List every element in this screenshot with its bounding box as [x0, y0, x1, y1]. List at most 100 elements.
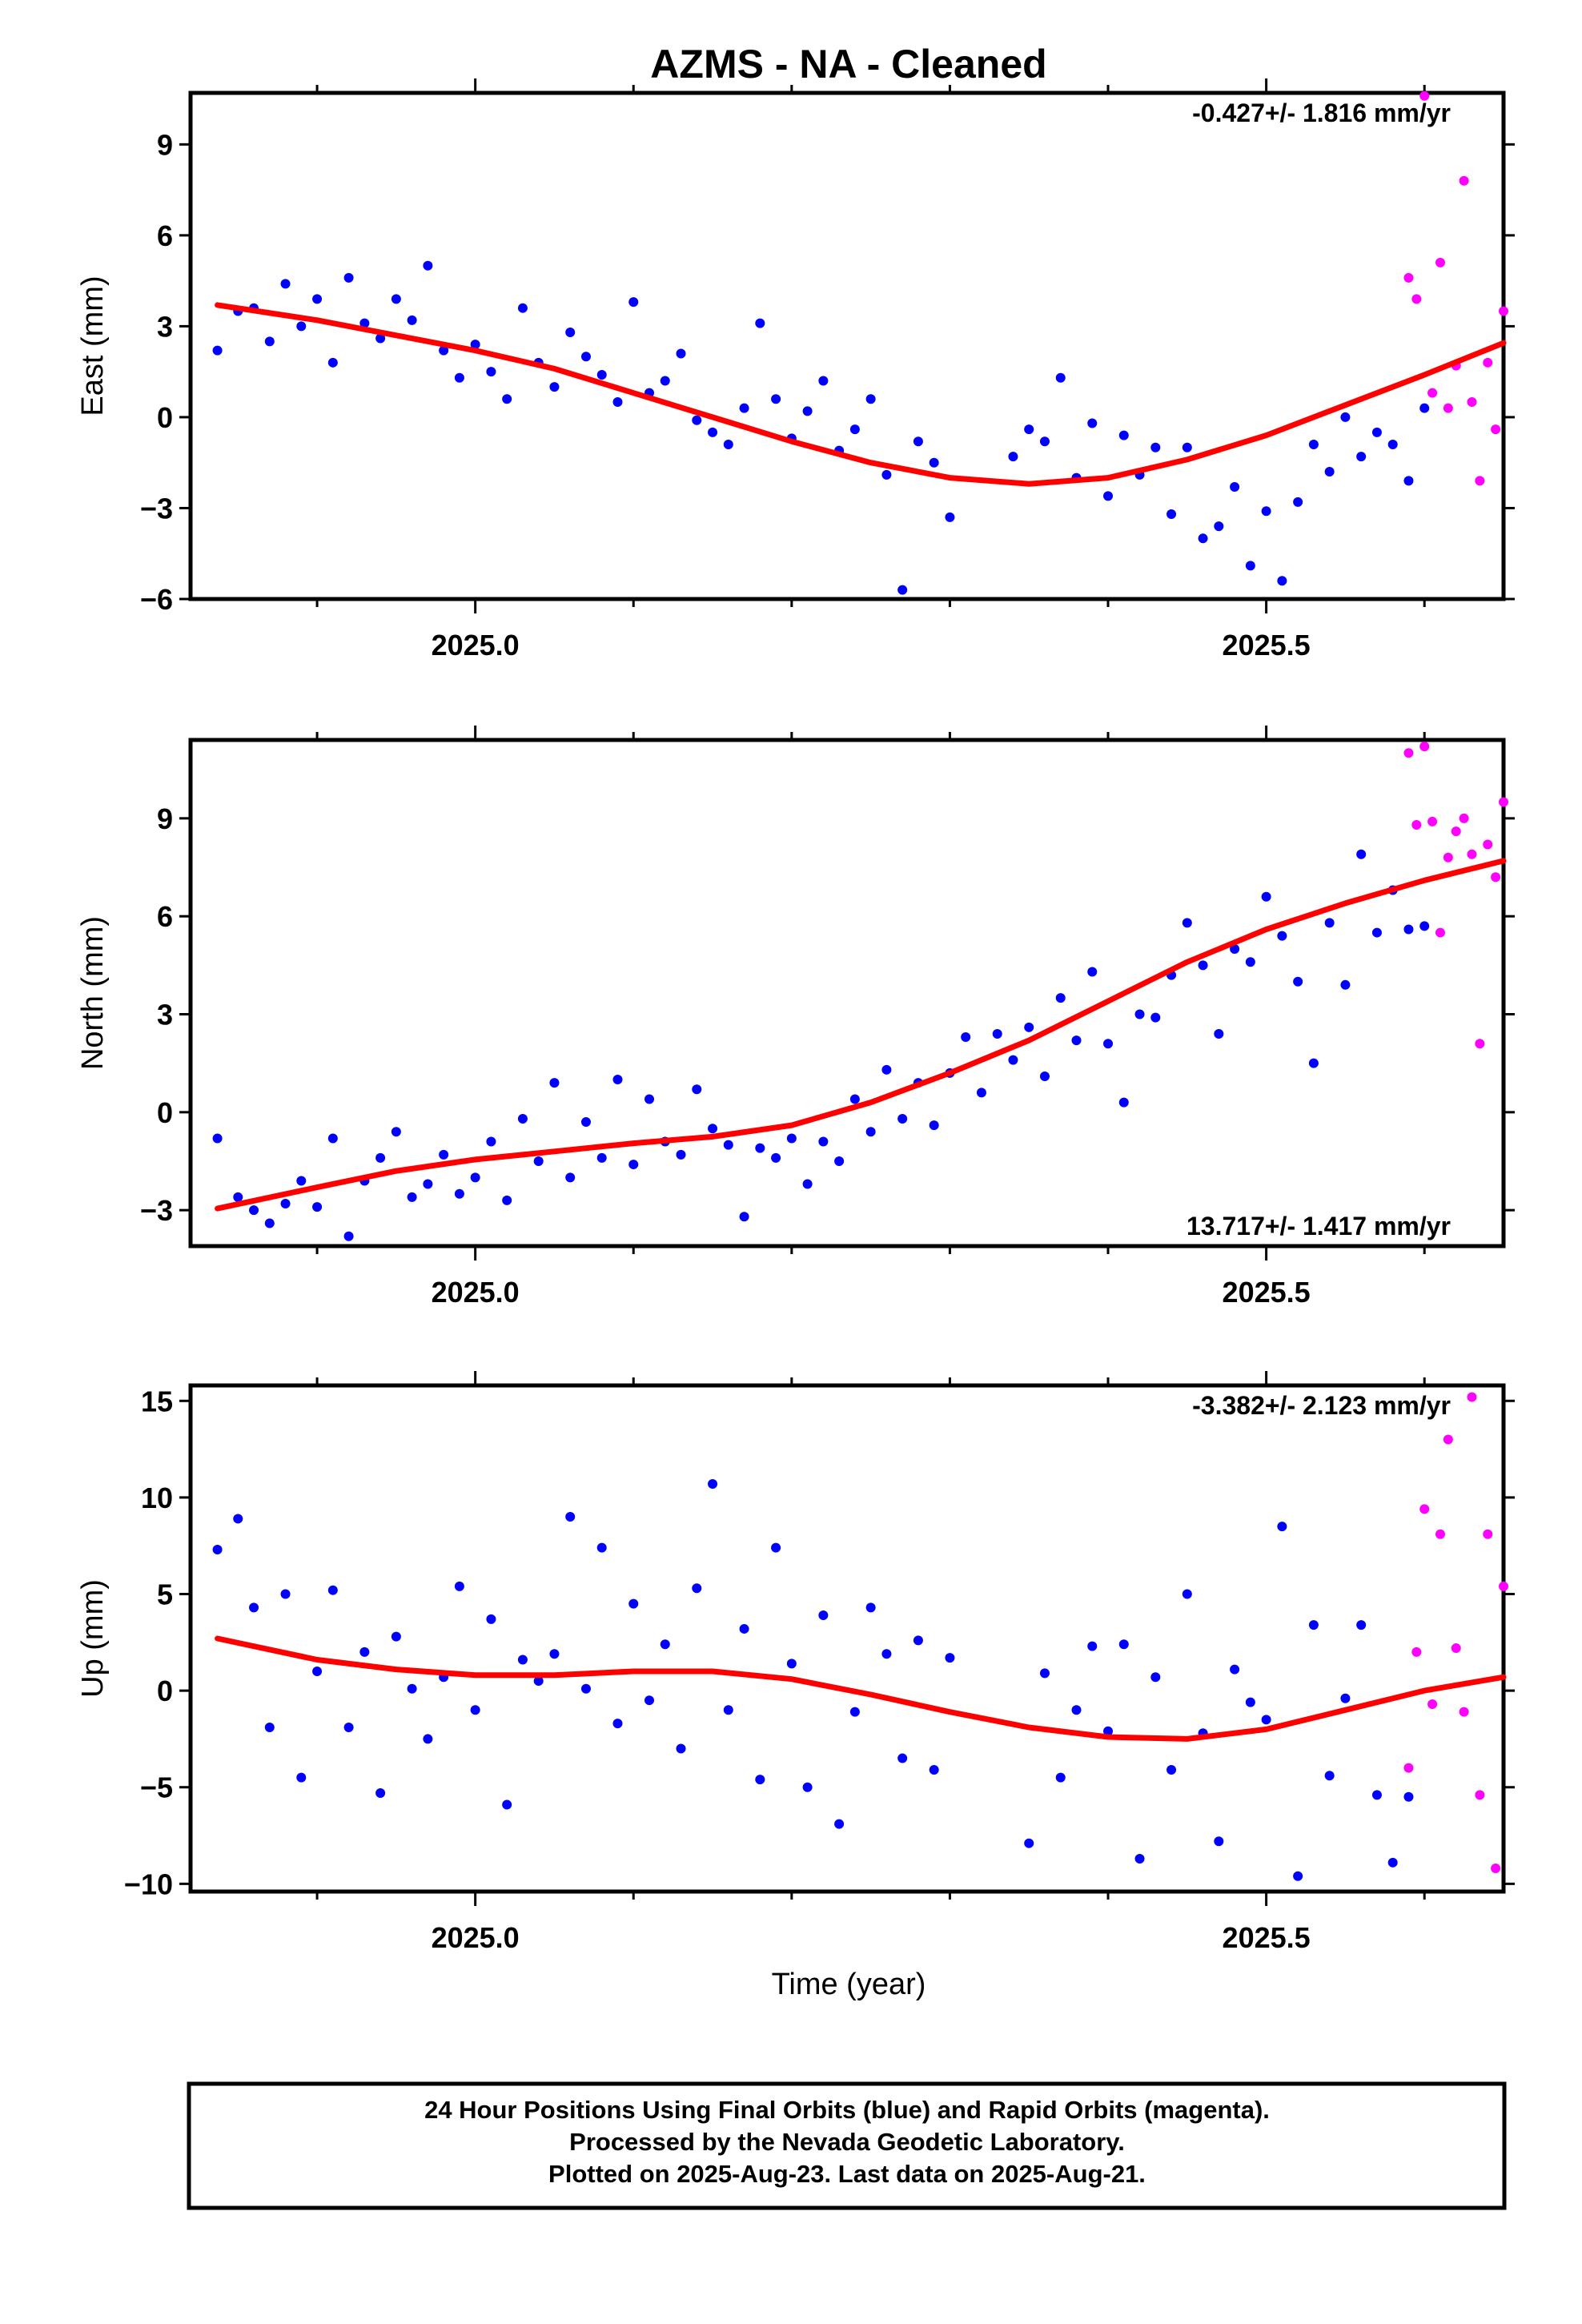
north-final-point — [1340, 979, 1351, 990]
up-y-tick-label: 0 — [157, 1675, 173, 1707]
east-rapid-point — [1419, 90, 1430, 101]
up-final-point — [1308, 1620, 1319, 1630]
north-final-point — [692, 1084, 702, 1095]
up-final-point — [1103, 1726, 1114, 1736]
north-y-tick-label: −3 — [140, 1194, 173, 1227]
up-final-point — [423, 1734, 433, 1744]
east-final-point — [407, 315, 417, 325]
east-final-point — [1150, 442, 1161, 452]
up-final-point — [692, 1583, 702, 1594]
up-final-point — [296, 1772, 307, 1783]
east-final-point — [1214, 521, 1224, 532]
east-final-point — [739, 403, 749, 413]
up-final-point — [739, 1623, 749, 1634]
east-rapid-point — [1475, 476, 1485, 486]
up-rapid-point — [1435, 1529, 1445, 1539]
north-final-point — [1118, 1097, 1129, 1108]
north-final-point — [865, 1127, 876, 1137]
up-rapid-point — [1467, 1392, 1477, 1402]
up-final-point — [1230, 1664, 1240, 1675]
east-y-tick-label: 3 — [157, 310, 173, 343]
north-final-point — [1356, 849, 1367, 859]
east-final-point — [359, 318, 370, 328]
up-y-axis-label: Up (mm) — [76, 1579, 110, 1698]
up-final-point — [549, 1649, 560, 1659]
up-final-point — [1261, 1715, 1271, 1725]
east-final-point — [423, 260, 433, 271]
north-final-point — [1419, 921, 1430, 931]
north-final-point — [1024, 1022, 1034, 1032]
east-final-point — [375, 333, 386, 344]
north-final-point — [771, 1152, 781, 1163]
up-y-tick-label: −5 — [140, 1771, 173, 1804]
up-final-point — [1150, 1672, 1161, 1683]
east-rate-label: -0.427+/- 1.816 mm/yr — [1192, 99, 1451, 127]
north-final-point — [1008, 1055, 1018, 1065]
north-final-point — [1182, 918, 1192, 928]
east-final-point — [470, 340, 480, 350]
north-final-point — [1308, 1058, 1319, 1068]
east-x-tick-label: 2025.0 — [432, 629, 520, 661]
east-final-point — [1182, 442, 1192, 452]
east-final-point — [1308, 439, 1319, 449]
up-final-point — [913, 1635, 923, 1646]
north-y-axis-label: North (mm) — [76, 916, 110, 1070]
east-final-point — [1245, 561, 1255, 571]
east-final-point — [897, 585, 908, 595]
east-final-point — [755, 318, 765, 328]
east-final-point — [549, 382, 560, 392]
east-final-point — [929, 457, 939, 468]
north-final-point — [992, 1028, 1002, 1039]
east-final-point — [881, 469, 892, 480]
north-final-point — [644, 1094, 655, 1104]
up-final-point — [771, 1542, 781, 1553]
north-final-point — [628, 1160, 639, 1170]
north-final-point — [755, 1143, 765, 1153]
up-panel: −10 −5 0 5 10 15 2025.0 2025.5 Up (mm) -3.382+/- … — [76, 1371, 1515, 1954]
east-final-point — [945, 512, 955, 522]
north-rapid-point — [1419, 742, 1430, 752]
east-final-point — [1277, 576, 1287, 586]
north-final-point — [976, 1088, 986, 1098]
east-final-point — [1055, 372, 1066, 383]
up-final-point — [834, 1819, 845, 1829]
east-final-point — [1340, 412, 1351, 422]
east-y-tick-label: 9 — [157, 128, 173, 161]
up-final-point — [1293, 1871, 1303, 1881]
east-final-point — [628, 297, 639, 308]
east-final-point — [596, 369, 607, 380]
up-final-point — [486, 1614, 496, 1624]
north-x-tick-label: 2025.0 — [432, 1276, 520, 1309]
up-final-point — [945, 1653, 955, 1663]
up-final-point — [375, 1787, 386, 1798]
east-final-point — [708, 427, 718, 437]
footer-line-3: Plotted on 2025-Aug-23. Last data on 202… — [548, 2160, 1146, 2188]
north-final-point — [1214, 1028, 1224, 1039]
up-final-point — [849, 1707, 860, 1717]
east-final-point — [1166, 509, 1177, 520]
up-final-point — [312, 1667, 323, 1677]
up-final-point — [565, 1512, 576, 1522]
north-final-point — [343, 1231, 354, 1241]
east-panel: −6 −3 0 3 6 9 2025.0 2025.5 East (mm) -0.427+/- 1… — [76, 78, 1515, 661]
north-final-point — [502, 1195, 512, 1205]
north-final-point — [580, 1117, 591, 1128]
up-final-point — [1182, 1589, 1192, 1599]
east-rapid-point — [1499, 306, 1508, 316]
north-final-point — [549, 1078, 560, 1088]
up-rapid-point — [1451, 1643, 1461, 1654]
east-final-point — [1118, 430, 1129, 440]
north-final-point — [423, 1179, 433, 1189]
north-rapid-point — [1443, 852, 1453, 862]
east-final-point — [264, 336, 275, 347]
up-final-point — [708, 1479, 718, 1490]
north-rate-label: 13.717+/- 1.417 mm/yr — [1186, 1212, 1451, 1240]
up-rapid-point — [1411, 1647, 1422, 1657]
up-y-tick-label: 15 — [141, 1385, 173, 1417]
east-final-point — [1039, 436, 1050, 447]
up-y-tick-label: −10 — [124, 1868, 173, 1900]
north-final-point — [612, 1075, 623, 1085]
east-final-point — [612, 397, 623, 408]
north-rapid-point — [1483, 839, 1493, 850]
up-final-point — [470, 1705, 480, 1715]
